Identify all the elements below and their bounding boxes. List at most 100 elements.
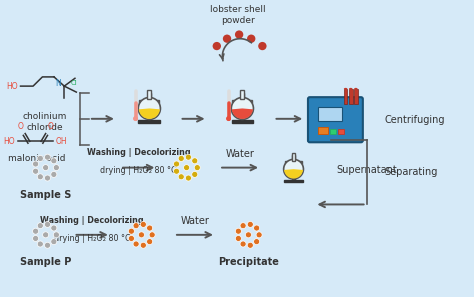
Circle shape bbox=[183, 165, 190, 170]
Wedge shape bbox=[232, 108, 253, 119]
Circle shape bbox=[140, 242, 146, 248]
Circle shape bbox=[185, 175, 191, 181]
Circle shape bbox=[133, 241, 139, 247]
Circle shape bbox=[185, 154, 191, 160]
Circle shape bbox=[213, 42, 221, 50]
FancyBboxPatch shape bbox=[308, 97, 363, 142]
Circle shape bbox=[140, 221, 146, 228]
Circle shape bbox=[138, 97, 160, 119]
Bar bbox=[292, 155, 295, 180]
Circle shape bbox=[37, 155, 43, 162]
Text: drying | H₂O₂ 80 °C: drying | H₂O₂ 80 °C bbox=[100, 166, 177, 175]
Circle shape bbox=[223, 34, 231, 43]
Circle shape bbox=[53, 232, 59, 238]
Text: HO: HO bbox=[6, 82, 18, 91]
Circle shape bbox=[247, 242, 253, 248]
Circle shape bbox=[53, 165, 59, 170]
Text: malonic acid: malonic acid bbox=[8, 154, 65, 163]
Circle shape bbox=[283, 159, 303, 179]
Circle shape bbox=[45, 154, 51, 160]
Circle shape bbox=[51, 158, 57, 164]
Bar bbox=[285, 162, 302, 164]
Circle shape bbox=[235, 30, 243, 39]
Circle shape bbox=[247, 34, 255, 43]
Circle shape bbox=[138, 232, 145, 238]
Bar bbox=[284, 180, 303, 182]
Circle shape bbox=[37, 223, 43, 229]
Text: Sample P: Sample P bbox=[20, 257, 71, 267]
Bar bbox=[240, 90, 245, 99]
Wedge shape bbox=[284, 169, 303, 178]
Ellipse shape bbox=[344, 88, 347, 90]
Text: N: N bbox=[55, 79, 61, 88]
Text: Supernatant: Supernatant bbox=[337, 165, 398, 175]
Circle shape bbox=[173, 168, 180, 174]
Circle shape bbox=[33, 161, 38, 167]
Circle shape bbox=[231, 97, 254, 119]
Circle shape bbox=[236, 236, 241, 241]
Bar bbox=[138, 120, 160, 123]
Text: Water: Water bbox=[226, 149, 255, 159]
Circle shape bbox=[178, 155, 184, 162]
Bar bbox=[292, 153, 295, 161]
Wedge shape bbox=[139, 108, 160, 119]
Circle shape bbox=[227, 117, 230, 120]
Circle shape bbox=[192, 171, 198, 177]
Circle shape bbox=[128, 228, 135, 234]
FancyBboxPatch shape bbox=[4, 2, 474, 297]
Circle shape bbox=[194, 165, 201, 170]
Bar bbox=[139, 100, 159, 102]
Circle shape bbox=[258, 42, 266, 50]
Circle shape bbox=[149, 232, 155, 238]
Circle shape bbox=[51, 239, 57, 245]
Circle shape bbox=[43, 232, 49, 238]
Text: Washing | Decolorizing: Washing | Decolorizing bbox=[40, 216, 144, 225]
Circle shape bbox=[192, 158, 198, 164]
Circle shape bbox=[134, 117, 137, 120]
Bar bbox=[147, 90, 151, 99]
Text: O: O bbox=[47, 122, 53, 131]
Bar bbox=[338, 129, 344, 135]
Circle shape bbox=[236, 228, 241, 234]
Circle shape bbox=[146, 239, 153, 245]
Text: O: O bbox=[18, 122, 24, 131]
Circle shape bbox=[37, 174, 43, 180]
Circle shape bbox=[254, 239, 260, 245]
Circle shape bbox=[33, 236, 38, 241]
Circle shape bbox=[33, 168, 38, 174]
Bar bbox=[330, 129, 337, 135]
Circle shape bbox=[45, 175, 51, 181]
Bar bbox=[148, 93, 151, 120]
Text: Precipitate: Precipitate bbox=[218, 257, 279, 267]
Circle shape bbox=[51, 171, 57, 177]
Circle shape bbox=[133, 223, 139, 229]
Text: HO: HO bbox=[3, 137, 15, 146]
Bar bbox=[344, 89, 347, 104]
Ellipse shape bbox=[349, 88, 353, 90]
Circle shape bbox=[37, 241, 43, 247]
Text: Water: Water bbox=[181, 216, 210, 226]
Text: lobster shell
powder: lobster shell powder bbox=[210, 5, 265, 25]
Bar bbox=[318, 107, 342, 121]
Circle shape bbox=[51, 225, 57, 231]
Text: Washing | Decolorizing: Washing | Decolorizing bbox=[87, 148, 191, 157]
Circle shape bbox=[256, 232, 262, 238]
Circle shape bbox=[45, 221, 51, 228]
Bar bbox=[349, 89, 353, 104]
Bar bbox=[318, 127, 328, 135]
Circle shape bbox=[33, 228, 38, 234]
Circle shape bbox=[173, 161, 180, 167]
Circle shape bbox=[128, 236, 135, 241]
Bar bbox=[233, 100, 252, 102]
Text: Cl: Cl bbox=[70, 80, 77, 86]
Circle shape bbox=[178, 174, 184, 180]
Text: Separating: Separating bbox=[384, 167, 438, 177]
Circle shape bbox=[246, 232, 251, 238]
Bar bbox=[231, 120, 253, 123]
Bar bbox=[354, 89, 358, 104]
Circle shape bbox=[240, 241, 246, 247]
Text: drying | H₂O₂ 80 °C: drying | H₂O₂ 80 °C bbox=[54, 234, 130, 243]
Text: cholinium
chloride: cholinium chloride bbox=[23, 112, 67, 132]
Circle shape bbox=[247, 221, 253, 228]
Circle shape bbox=[254, 225, 260, 231]
